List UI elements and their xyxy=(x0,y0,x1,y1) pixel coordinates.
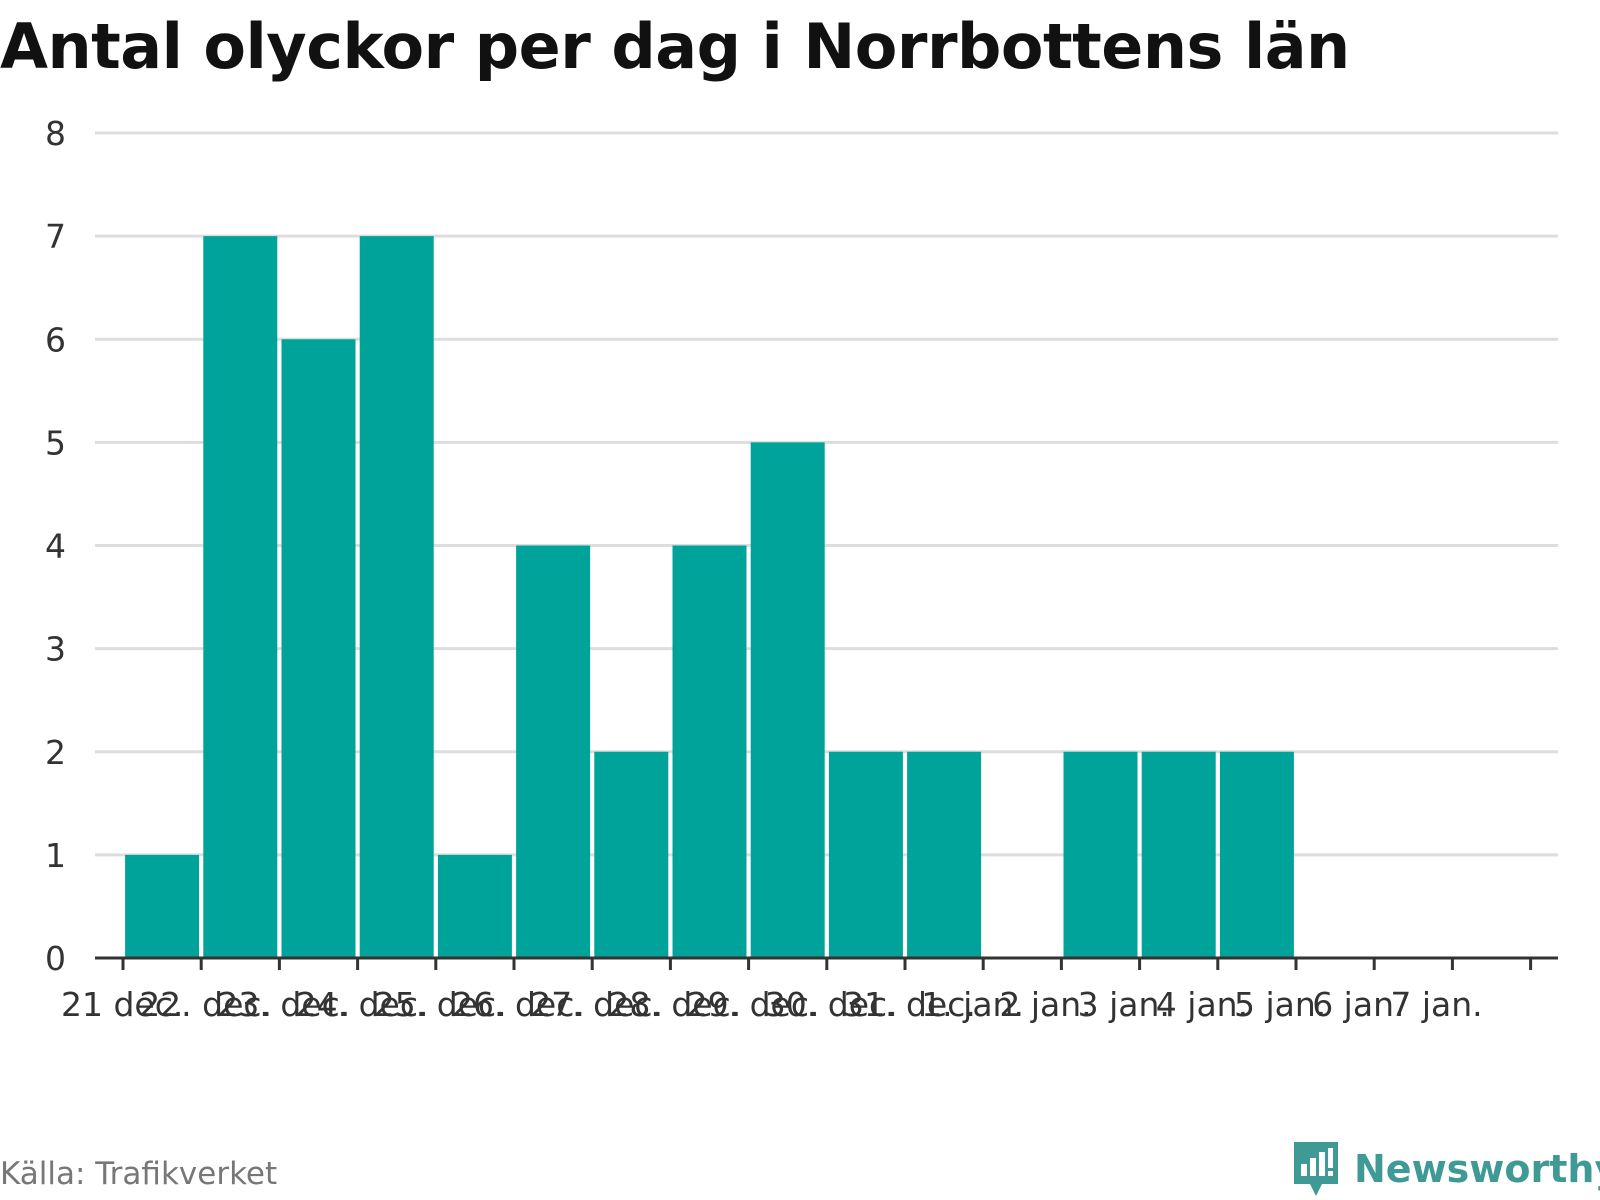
y-tick-label: 3 xyxy=(45,630,66,669)
y-tick-label: 0 xyxy=(45,939,66,978)
x-tick-label: 24. dec. xyxy=(296,985,429,1024)
y-tick-label: 7 xyxy=(45,217,66,256)
x-tick-labels: 21 dec.22. dec.23. dec.24. dec.25. dec.2… xyxy=(61,985,1483,1024)
x-tick-label: 1. jan. xyxy=(921,985,1024,1024)
x-tick-label: 26. dec. xyxy=(452,985,585,1024)
x-tick-label: 6 jan. xyxy=(1312,985,1404,1024)
x-tick-label: 2 jan. xyxy=(999,985,1091,1024)
x-tick-label: 4 jan. xyxy=(1156,985,1248,1024)
bar xyxy=(203,236,278,958)
x-tick-label: 21 dec. xyxy=(61,985,183,1024)
brand-name: Newsworthy xyxy=(1354,1147,1600,1191)
x-tick-label: 3 jan. xyxy=(1078,985,1170,1024)
bar xyxy=(125,854,200,958)
bar xyxy=(1063,751,1138,958)
bar xyxy=(281,339,356,958)
x-tick-label: 29. dec. xyxy=(687,985,820,1024)
x-tick-label: 30. dec. xyxy=(765,985,898,1024)
x-tick-label: 7 jan. xyxy=(1390,985,1482,1024)
y-tick-label: 2 xyxy=(45,733,66,772)
x-tick-label: 22. dec. xyxy=(139,985,272,1024)
bar xyxy=(516,545,591,958)
x-tick-label: 5 jan. xyxy=(1234,985,1326,1024)
y-tick-label: 8 xyxy=(45,114,66,153)
bar xyxy=(828,751,903,958)
y-tick-labels: 0 1 2 3 4 5 6 7 8 xyxy=(45,114,66,978)
y-tick-label: 1 xyxy=(45,836,66,875)
bar xyxy=(1141,751,1216,958)
y-tick-label: 4 xyxy=(45,527,66,566)
bar xyxy=(907,751,982,958)
x-tick-label: 27. dec. xyxy=(530,985,663,1024)
y-tick-label: 6 xyxy=(45,320,66,359)
bar xyxy=(672,545,747,958)
x-axis xyxy=(95,956,1558,970)
y-tick-label: 5 xyxy=(45,423,66,462)
bar xyxy=(750,442,825,958)
bar xyxy=(359,236,434,958)
bars xyxy=(125,236,1294,958)
bar xyxy=(594,751,669,958)
chart-title: Antal olyckor per dag i Norrbottens län xyxy=(0,10,1350,83)
brand-logo: Newsworthy xyxy=(1290,1138,1600,1200)
bar xyxy=(1219,751,1294,958)
x-tick-label: 28. dec. xyxy=(608,985,741,1024)
bar xyxy=(437,854,512,958)
bar-chart-speech-bubble-icon xyxy=(1294,1142,1338,1196)
x-tick-label: 23. dec. xyxy=(217,985,350,1024)
x-tick-label: 25. dec. xyxy=(374,985,507,1024)
source-note: Källa: Trafikverket xyxy=(0,1156,278,1192)
x-tick-label: 31. dec. xyxy=(843,985,976,1024)
